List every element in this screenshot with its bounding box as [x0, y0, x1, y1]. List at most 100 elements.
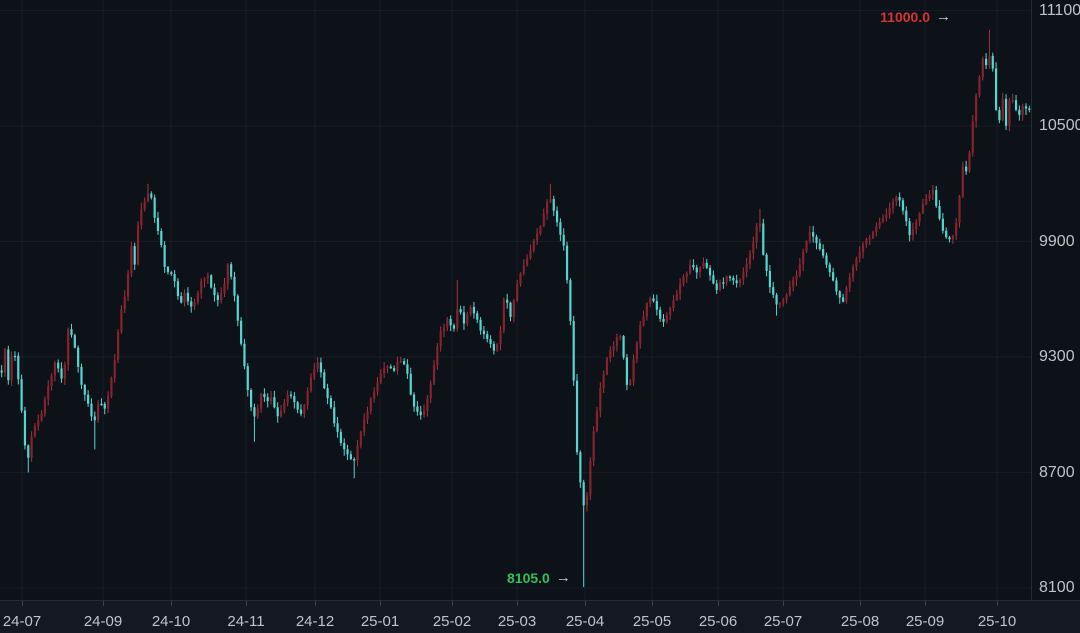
candle-body [60, 368, 63, 379]
candle-body [33, 426, 37, 437]
time-tick-mark [22, 601, 23, 606]
candle-body [642, 316, 645, 326]
candle-body [851, 266, 855, 278]
candle-body [712, 275, 715, 284]
candle-body [905, 210, 908, 222]
price-tick-label: 8100 [1039, 579, 1075, 596]
candle-body [752, 242, 755, 254]
time-tick-mark [860, 601, 861, 606]
candle-body [659, 309, 662, 319]
candle-body [319, 362, 323, 373]
candle-body [359, 432, 362, 446]
candle-body [173, 274, 176, 282]
candle-body [941, 218, 944, 231]
candle-body [27, 445, 30, 458]
candle-body [363, 419, 366, 433]
chart-plot-area[interactable]: 11000.0 → 8105.0 → [0, 0, 1031, 600]
candle-body [1004, 98, 1008, 126]
price-axis[interactable]: 11100 10500 9900 9300 8700 8100 [1031, 0, 1080, 600]
time-tick-mark [103, 601, 104, 606]
candle-body [130, 246, 133, 274]
candle-body [895, 197, 898, 202]
candle-body [180, 296, 183, 303]
candle-body [63, 364, 66, 379]
candle-body [163, 244, 166, 267]
candle-body [469, 306, 472, 315]
price-tick-label: 10500 [1039, 117, 1080, 134]
candle-body [83, 384, 86, 395]
candle-body [336, 423, 339, 432]
candle-body [559, 222, 562, 235]
candle-body [123, 296, 126, 310]
candle-body [888, 208, 891, 215]
candle-body [516, 284, 519, 301]
time-axis[interactable]: 24-07 24-09 24-10 24-11 24-12 25-01 25-02 25-03… [0, 600, 1080, 633]
candle-body [349, 454, 352, 460]
candle-body [456, 309, 459, 329]
candle-body [698, 267, 702, 273]
candle-body [682, 276, 685, 284]
candle-body [592, 431, 595, 461]
candle-body [625, 357, 629, 385]
candle-body [858, 251, 861, 259]
candle-body [193, 301, 196, 307]
candle-body [303, 404, 306, 414]
candle-body [206, 275, 209, 279]
time-tick-label: 24-10 [151, 613, 191, 630]
candle-body [376, 382, 379, 392]
candle-body [462, 312, 466, 324]
candle-body [160, 230, 163, 245]
candle-body [289, 394, 293, 397]
price-tick-label: 9900 [1039, 232, 1075, 250]
candle-body [116, 331, 120, 360]
candle-body [915, 221, 918, 230]
candle-body [1011, 100, 1014, 102]
candle-body [446, 318, 449, 328]
candle-body [705, 262, 708, 268]
candle-body [416, 406, 419, 412]
candle-body [812, 232, 815, 237]
candle-body [97, 403, 100, 421]
candle-body [429, 383, 432, 399]
candle-body [80, 366, 83, 385]
candlestick-chart[interactable] [0, 0, 1031, 600]
candle-body [126, 273, 130, 297]
candle-body [832, 272, 835, 281]
candle-body [765, 254, 768, 271]
candle-body [399, 361, 402, 363]
candle-body [329, 398, 333, 408]
candle-body [253, 407, 256, 417]
candle-body [309, 377, 313, 391]
candle-body [788, 286, 791, 295]
candle-body [230, 264, 233, 277]
candle-body [389, 366, 392, 369]
candles-layer [0, 29, 1031, 588]
candle-body [266, 397, 269, 402]
candle-body [529, 250, 532, 259]
candle-body [7, 349, 10, 381]
candle-body [639, 325, 642, 344]
candle-body [489, 338, 492, 344]
candle-body [299, 409, 303, 414]
candle-body [476, 313, 479, 320]
candle-body [835, 280, 838, 292]
candle-body [482, 330, 486, 335]
candle-body [845, 287, 848, 302]
candle-body [492, 343, 495, 351]
candle-body [728, 276, 732, 278]
candle-body [599, 388, 602, 412]
candle-body [868, 238, 871, 240]
candle-body [223, 284, 226, 294]
candle-body [722, 282, 725, 284]
candle-body [738, 279, 742, 284]
candle-body [263, 393, 266, 398]
candle-body [975, 95, 978, 122]
time-tick-label: 25-01 [360, 613, 400, 630]
candle-body [609, 350, 612, 359]
candle-body [539, 226, 542, 234]
candle-body [579, 452, 582, 483]
candle-body [406, 364, 409, 374]
candle-body [911, 229, 915, 236]
candle-body [436, 346, 439, 366]
candle-body [961, 166, 964, 196]
